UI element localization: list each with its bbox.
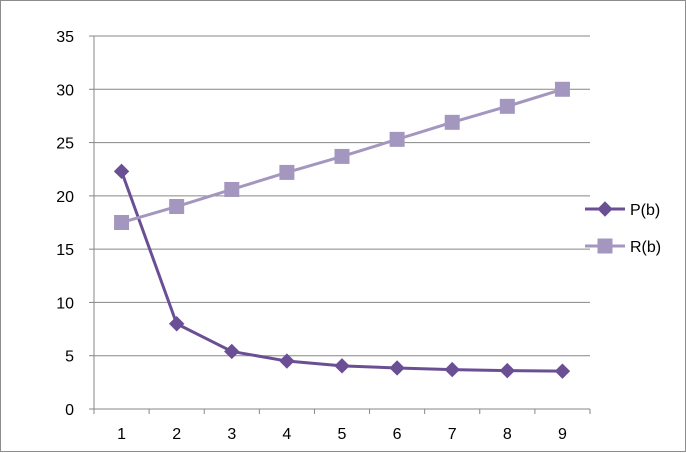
data-point <box>389 360 405 376</box>
legend-entry: R(b) <box>585 238 661 256</box>
data-point <box>279 164 295 180</box>
gridlines <box>94 35 590 357</box>
data-point <box>444 361 460 378</box>
series-2 <box>114 81 570 230</box>
data-point <box>279 353 295 369</box>
series-1 <box>113 163 571 379</box>
data-point <box>444 114 460 130</box>
x-tick-label: 5 <box>338 426 347 443</box>
y-tick-label: 25 <box>56 136 74 153</box>
data-point <box>499 362 516 379</box>
data-point <box>499 98 515 114</box>
y-tick-label: 5 <box>65 349 74 366</box>
legend-label: R(b) <box>630 239 661 256</box>
legend-label: P(b) <box>630 202 660 219</box>
data-point <box>334 358 350 374</box>
legend-marker <box>597 238 613 254</box>
axes: 0 5 10 15 20 25 30 35 1 2 3 4 5 6 7 8 9 <box>56 29 591 443</box>
y-tick-label: 0 <box>65 402 74 419</box>
data-point <box>554 363 571 379</box>
data-point <box>168 316 185 332</box>
data-point <box>224 343 240 360</box>
y-tick-label: 10 <box>56 295 74 312</box>
y-tick-label: 35 <box>56 29 74 46</box>
x-tick-label: 3 <box>227 426 236 443</box>
x-tick-label: 6 <box>393 426 402 443</box>
legend: P(b) R(b) <box>585 201 661 256</box>
data-point <box>554 81 570 97</box>
x-tick-label: 9 <box>558 426 567 443</box>
x-tick-label: 8 <box>503 426 512 443</box>
y-tick-label: 20 <box>56 189 74 206</box>
y-tick-label: 15 <box>56 242 74 259</box>
x-tick-label: 1 <box>117 426 126 443</box>
data-point <box>389 131 405 147</box>
data-point <box>113 163 130 180</box>
x-tick-label: 7 <box>448 426 457 443</box>
data-point <box>114 215 130 230</box>
x-tick-label: 2 <box>172 426 181 443</box>
x-tick-label: 4 <box>282 426 291 443</box>
legend-entry: P(b) <box>585 201 660 219</box>
data-point <box>169 199 185 215</box>
legend-marker <box>597 201 613 217</box>
y-tick-label: 30 <box>56 82 74 99</box>
data-point <box>224 181 240 197</box>
data-point <box>334 148 350 164</box>
series-line <box>120 170 563 373</box>
series <box>113 81 571 379</box>
